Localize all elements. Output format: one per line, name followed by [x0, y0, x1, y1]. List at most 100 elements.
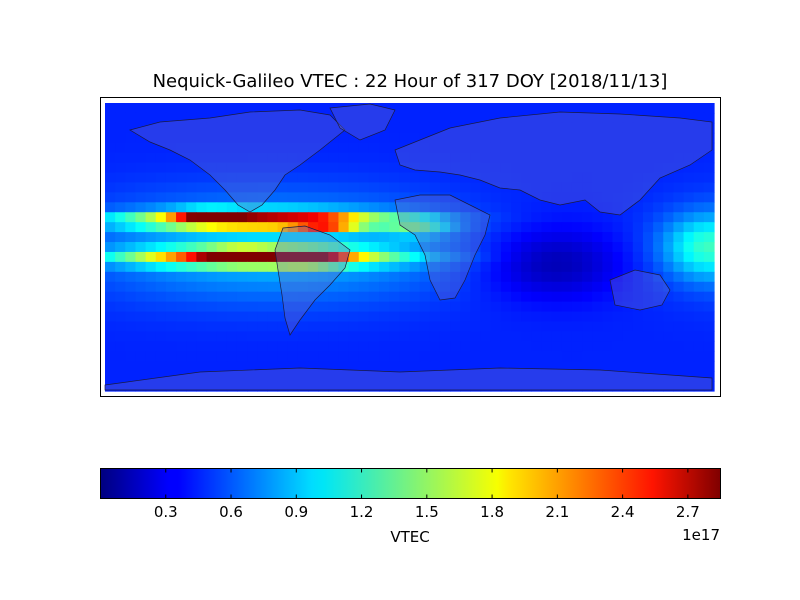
heatmap-cell [368, 331, 380, 342]
heatmap-cell [703, 371, 715, 382]
heatmap-cell [105, 192, 116, 203]
heatmap-cell [409, 311, 421, 323]
heatmap-cell [500, 172, 512, 184]
heatmap-cell [693, 351, 705, 362]
heatmap-cell [429, 291, 441, 303]
heatmap-cell [318, 212, 329, 223]
heatmap-cell [531, 381, 543, 392]
heatmap-cell [155, 182, 167, 193]
heatmap-cell [470, 351, 482, 362]
heatmap-cell [551, 172, 563, 184]
heatmap-cell [490, 222, 502, 233]
heatmap-cell [693, 281, 705, 293]
heatmap-cell [439, 291, 451, 303]
heatmap-cell [379, 202, 390, 213]
heatmap-cell [592, 321, 603, 333]
heatmap-cell [196, 261, 208, 273]
heatmap-cell [236, 331, 248, 342]
heatmap-cell [531, 331, 543, 342]
heatmap-cell [196, 301, 208, 313]
heatmap-cell [379, 251, 390, 263]
heatmap-cell [602, 251, 614, 263]
heatmap-cell [592, 142, 603, 154]
heatmap-cell [653, 271, 664, 283]
heatmap-cell [389, 261, 400, 273]
heatmap-cell [561, 251, 573, 263]
heatmap-cell [450, 361, 461, 372]
heatmap-cell [176, 291, 187, 303]
heatmap-cell [165, 202, 177, 213]
heatmap-cell [612, 222, 624, 233]
heatmap-cell [145, 112, 157, 124]
heatmap-cell [267, 301, 279, 313]
heatmap-cell [267, 271, 279, 283]
heatmap-cell [318, 331, 329, 342]
heatmap-cell [592, 371, 603, 382]
heatmap-cell [236, 132, 248, 144]
heatmap-cell [196, 311, 208, 323]
heatmap-cell [379, 291, 390, 303]
heatmap-cell [551, 351, 563, 362]
heatmap-cell [186, 361, 197, 372]
heatmap-cell [135, 361, 147, 372]
heatmap-cell [196, 381, 208, 392]
heatmap-cell [470, 142, 482, 154]
heatmap-cell [500, 331, 512, 342]
heatmap-cell [511, 162, 522, 174]
heatmap-cell [155, 112, 167, 124]
heatmap-cell [511, 132, 522, 144]
heatmap-cell [429, 152, 441, 164]
heatmap-cell [206, 122, 218, 134]
heatmap-cell [277, 351, 289, 362]
heatmap-cell [419, 351, 431, 362]
heatmap-cell [247, 261, 258, 273]
heatmap-cell [632, 271, 644, 283]
heatmap-cell [571, 321, 583, 333]
heatmap-cell [328, 212, 340, 223]
heatmap-cell [571, 311, 583, 323]
heatmap-cell [328, 142, 340, 154]
heatmap-cell [409, 132, 421, 144]
heatmap-cell [673, 222, 685, 233]
heatmap-cell [490, 212, 502, 223]
heatmap-cell [683, 132, 695, 144]
heatmap-cell [287, 341, 299, 352]
heatmap-cell [490, 103, 502, 114]
heatmap-cell [653, 182, 664, 193]
heatmap-cell [399, 331, 411, 342]
heatmap-cell [582, 192, 593, 203]
heatmap-cell [561, 202, 573, 213]
heatmap-cell [480, 291, 492, 303]
heatmap-cell [399, 152, 411, 164]
heatmap-cell [490, 251, 502, 263]
heatmap-cell [673, 281, 685, 293]
heatmap-cell [358, 172, 370, 184]
heatmap-cell [419, 142, 431, 154]
heatmap-cell [571, 172, 583, 184]
heatmap-cell [196, 142, 208, 154]
heatmap-cell [368, 112, 380, 124]
heatmap-cell [368, 152, 380, 164]
heatmap-cell [176, 103, 187, 114]
heatmap-cell [460, 222, 471, 233]
heatmap-cell [480, 112, 492, 124]
heatmap-cell [389, 212, 400, 223]
heatmap-cell [490, 232, 502, 243]
heatmap-cell [348, 222, 360, 233]
heatmap-cell [460, 351, 471, 362]
heatmap-cell [338, 222, 350, 233]
heatmap-cell [125, 361, 137, 372]
heatmap-cell [176, 351, 187, 362]
heatmap-cell [500, 162, 512, 174]
heatmap-cell [125, 202, 137, 213]
heatmap-cell [612, 281, 624, 293]
heatmap-cell [653, 311, 664, 323]
heatmap-cell [439, 212, 451, 223]
heatmap-cell [145, 371, 157, 382]
europe-asia [394, 111, 713, 216]
heatmap-cell [521, 381, 532, 392]
heatmap-cell [470, 311, 482, 323]
heatmap-cell [379, 271, 390, 283]
heatmap-cell [480, 321, 492, 333]
heatmap-cell [419, 222, 431, 233]
